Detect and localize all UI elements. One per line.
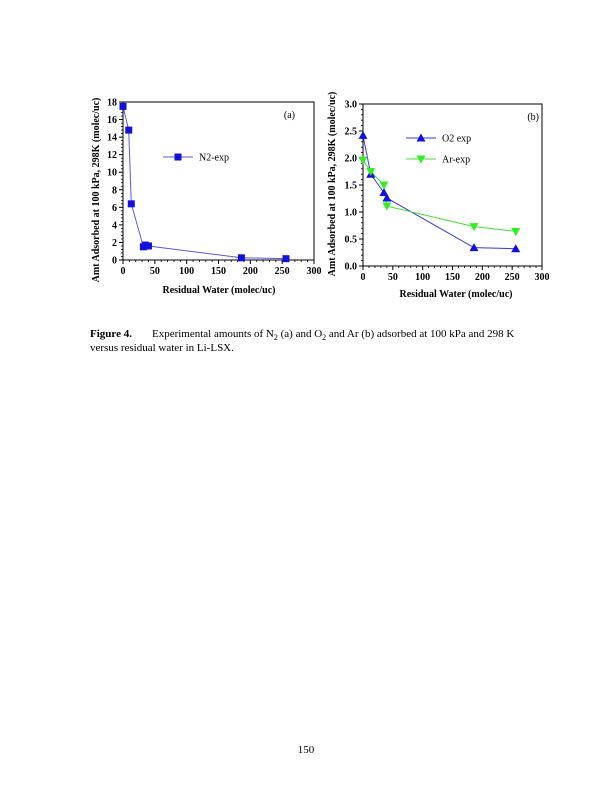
y-tick-label: 18 (107, 98, 117, 109)
data-point (382, 193, 392, 202)
caption-sub-1: 2 (273, 333, 278, 343)
x-axis-label: Residual Water (molec/uc) (163, 285, 276, 296)
y-axis-label: Amt Adsorbed at 100 kPa, 298K (molec/uc) (91, 98, 102, 283)
y-tick-label: 1.0 (345, 208, 358, 219)
legend-marker (174, 153, 182, 161)
y-tick-label: 14 (107, 133, 117, 144)
data-point (144, 242, 152, 250)
chart-b: Amt Adsorbed at 100 kPa, 298K (molec/uc)… (327, 92, 550, 300)
y-axis-label: Amt Adsorbed at 100 kPa, 298K (molec/uc) (327, 92, 338, 277)
series-line (122, 106, 286, 260)
y-tick-label: 2 (112, 238, 117, 249)
y-tick-label: 12 (107, 150, 117, 161)
data-point (366, 168, 376, 176)
legend-label: Ar-exp (442, 155, 470, 166)
data-point (282, 255, 290, 263)
plot-frame (122, 101, 315, 261)
y-tick-label: 2.5 (345, 127, 358, 138)
y-tick-label: 16 (107, 115, 117, 126)
x-tick-label: 150 (211, 266, 226, 277)
x-tick-label: 50 (388, 272, 398, 283)
y-tick-label: 3.0 (345, 100, 358, 111)
y-tick-label: 0.0 (345, 262, 358, 273)
x-tick-label: 200 (243, 266, 258, 277)
data-point (237, 254, 245, 262)
x-tick-label: 250 (275, 266, 290, 277)
x-tick-label: 100 (179, 266, 194, 277)
x-tick-label: 200 (475, 272, 490, 283)
x-tick-label: 150 (445, 272, 460, 283)
y-tick-label: 1.5 (345, 181, 358, 192)
data-point (469, 243, 479, 252)
x-tick-label: 100 (415, 272, 430, 283)
data-point (358, 156, 368, 165)
data-point (127, 200, 135, 208)
caption-text-1: Experimental amounts of N (151, 328, 274, 340)
caption-sub-2: 2 (322, 333, 327, 343)
plot-frame (362, 103, 543, 267)
y-tick-label: 4 (112, 220, 117, 231)
y-tick-label: 8 (112, 185, 117, 196)
data-point (469, 223, 479, 232)
caption-text-2: (a) and O (277, 328, 323, 340)
data-point (379, 188, 389, 197)
legend-label: O2 exp (442, 134, 471, 145)
x-axis-label: Residual Water (molec/uc) (400, 289, 513, 300)
y-tick-label: 10 (107, 168, 117, 179)
x-tick-label: 50 (150, 266, 160, 277)
panel-label: (a) (284, 110, 295, 121)
y-tick-label: 6 (112, 203, 117, 214)
x-tick-label: 250 (505, 272, 520, 283)
x-tick-label: 0 (361, 272, 366, 283)
figure-caption: Figure 4. Experimental amounts of N2 (a) … (90, 327, 530, 355)
y-tick-label: 0 (112, 256, 117, 267)
data-point (511, 227, 521, 236)
page-number: 150 (297, 744, 315, 756)
panel-label: (b) (527, 112, 539, 123)
x-tick-label: 0 (121, 266, 126, 277)
data-point (382, 202, 392, 211)
data-point (379, 181, 389, 190)
data-point (511, 244, 521, 253)
data-point (125, 126, 133, 134)
y-tick-label: 2.0 (345, 154, 358, 165)
x-tick-label: 300 (535, 272, 550, 283)
caption-text-3: and Ar (b) adsorbed at 100 kPa and 298 K… (90, 328, 515, 354)
figure-label: Figure 4. (90, 328, 132, 340)
data-point (119, 102, 127, 110)
data-point (358, 130, 368, 139)
legend-marker (416, 133, 426, 142)
y-tick-label: 0.5 (345, 235, 358, 246)
x-tick-label: 300 (307, 266, 322, 277)
legend-marker (416, 155, 426, 164)
legend-label: N2-exp (199, 153, 229, 164)
chart-a: Amt Adsorbed at 100 kPa, 298K (molec/uc)… (91, 98, 322, 297)
